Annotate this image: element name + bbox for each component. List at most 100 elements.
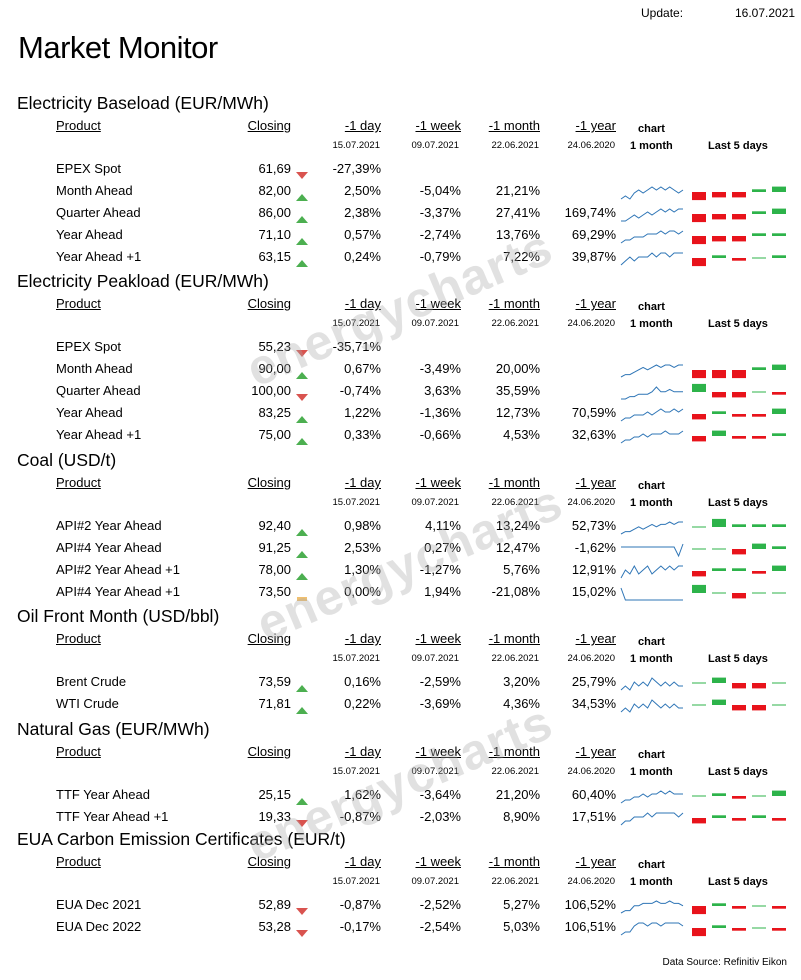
week-ref-date: 09.07.2021 — [411, 876, 459, 887]
week-change: 1,94% — [424, 584, 461, 599]
day-bar — [772, 790, 786, 796]
month-change: 27,41% — [495, 205, 540, 220]
week-change: -2,54% — [419, 919, 461, 934]
market-section: Natural Gas (EUR/MWh) Product Closing -1 da… — [0, 719, 801, 829]
week-change-header: -1 week — [415, 118, 461, 133]
day-bar — [712, 392, 726, 398]
day-bar — [692, 795, 706, 797]
month-change: 8,90% — [503, 809, 540, 824]
table-row: EPEX Spot 55,23 -35,71% — [0, 337, 801, 359]
last-5-days-bars — [690, 225, 790, 252]
month-change-header: -1 month — [488, 118, 540, 133]
last-5-days-bars — [690, 425, 790, 452]
day-bar — [692, 370, 706, 379]
closing-value: 86,00 — [258, 205, 291, 220]
day-bar — [772, 433, 786, 436]
year-ref-date: 24.06.2020 — [567, 318, 615, 329]
year-change: -1,62% — [574, 540, 616, 555]
table-row: Year Ahead +1 63,15 0,24% -0,79% 7,22% 39,87% — [0, 247, 801, 269]
day-bar — [772, 565, 786, 571]
year-change: 39,87% — [571, 249, 616, 264]
day-bar — [692, 258, 706, 267]
day-bar — [692, 682, 706, 684]
day-change-header: -1 day — [344, 631, 381, 646]
month-change: 20,00% — [495, 361, 540, 376]
day-bar — [712, 793, 726, 796]
day-bar — [772, 524, 786, 527]
day-bar — [692, 704, 706, 706]
day-bar — [752, 905, 766, 907]
day-bar — [732, 392, 746, 398]
week-change: -3,37% — [419, 205, 461, 220]
day-change: -0,74% — [339, 383, 381, 398]
day-bar — [712, 411, 726, 414]
day-bar — [752, 795, 766, 797]
closing-header: Closing — [247, 631, 291, 646]
day-bar — [772, 906, 786, 909]
closing-value: 82,00 — [258, 183, 291, 198]
closing-value: 61,69 — [258, 161, 291, 176]
closing-value: 53,28 — [258, 919, 291, 934]
year-ref-date: 24.06.2020 — [567, 876, 615, 887]
week-change-header: -1 week — [415, 475, 461, 490]
year-ref-date: 24.06.2020 — [567, 653, 615, 664]
market-section: Electricity Baseload (EUR/MWh) Product Clo… — [0, 93, 801, 269]
last-5-days-bars — [690, 895, 790, 922]
day-bar — [772, 233, 786, 236]
closing-header: Closing — [247, 296, 291, 311]
month-change: 7,22% — [503, 249, 540, 264]
table-row: WTI Crude 71,81 0,22% -3,69% 4,36% 34,53% — [0, 694, 801, 716]
sparkline-chart — [619, 918, 685, 943]
chart-header: chart — [638, 480, 665, 492]
up-triangle-icon — [296, 546, 308, 564]
product-name: Month Ahead — [56, 183, 133, 198]
product-name: EPEX Spot — [56, 339, 122, 354]
month-change-header: -1 month — [488, 296, 540, 311]
day-bar — [752, 815, 766, 818]
day-bar — [712, 236, 726, 242]
closing-value: 90,00 — [258, 361, 291, 376]
sparkline-path — [620, 186, 684, 200]
closing-value: 83,25 — [258, 405, 291, 420]
sparkline-path — [620, 230, 684, 244]
product-name: Quarter Ahead — [56, 205, 141, 220]
up-triangle-icon — [296, 411, 308, 429]
year-change: 15,02% — [571, 584, 616, 599]
sparkline-path — [620, 252, 683, 266]
chart-header: chart — [638, 301, 665, 313]
chart-subheader: 1 month — [630, 876, 673, 888]
table-row: API#4 Year Ahead 91,25 2,53% 0,27% 12,47% -1,… — [0, 538, 801, 560]
week-change: -2,59% — [419, 674, 461, 689]
day-bar — [772, 928, 786, 931]
year-change-header: -1 year — [575, 296, 616, 311]
section-title: Electricity Baseload (EUR/MWh) — [17, 93, 269, 113]
product-header: Product — [56, 296, 101, 311]
day-change-header: -1 day — [344, 118, 381, 133]
day-ref-date: 15.07.2021 — [332, 653, 380, 664]
closing-value: 52,89 — [258, 897, 291, 912]
day-bar — [752, 683, 766, 689]
sparkline-chart — [619, 517, 685, 542]
day-bar — [692, 548, 706, 550]
sparkline-path — [620, 699, 683, 713]
closing-value: 25,15 — [258, 787, 291, 802]
product-header: Product — [56, 744, 101, 759]
day-change: 0,00% — [344, 584, 381, 599]
day-bar — [712, 568, 726, 571]
page-title: Market Monitor — [18, 30, 218, 65]
day-bar — [712, 815, 726, 818]
product-name: Year Ahead +1 — [56, 249, 142, 264]
sparkline-chart — [619, 561, 685, 586]
last-5-days-header: Last 5 days — [708, 876, 768, 888]
day-ref-date: 15.07.2021 — [332, 318, 380, 329]
closing-header: Closing — [247, 854, 291, 869]
month-change-header: -1 month — [488, 854, 540, 869]
day-bar — [712, 214, 726, 220]
down-triangle-icon — [296, 345, 308, 363]
table-row: Year Ahead +1 75,00 0,33% -0,66% 4,53% 32,63% — [0, 425, 801, 447]
sparkline-path — [621, 208, 683, 222]
last-5-days-bars — [690, 247, 790, 274]
day-change: -35,71% — [332, 339, 381, 354]
closing-value: 55,23 — [258, 339, 291, 354]
update-date: 16.07.2021 — [735, 6, 796, 20]
